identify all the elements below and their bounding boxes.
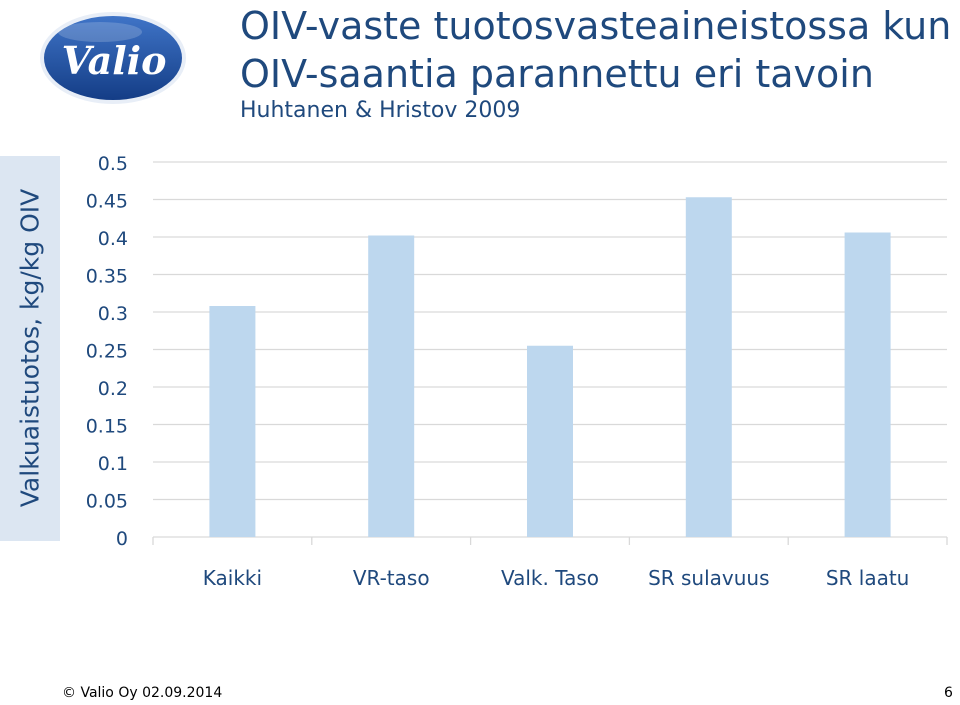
title-line-1: OIV-vaste tuotosvasteaineistossa kun	[240, 4, 952, 48]
y-tick-label: 0.4	[98, 228, 128, 250]
bar	[368, 235, 415, 537]
x-category-label: Kaikki	[203, 566, 262, 590]
y-tick-label: 0.15	[86, 416, 128, 438]
y-tick-label: 0.3	[98, 303, 128, 325]
y-tick-label: 0.2	[98, 378, 128, 400]
y-tick-label: 0.35	[86, 266, 128, 288]
title-line-2: OIV-saantia parannettu eri tavoin	[240, 52, 874, 96]
y-tick-label: 0.05	[86, 491, 128, 513]
bar	[209, 306, 256, 537]
bar	[844, 232, 891, 537]
x-category-label: Valk. Taso	[501, 566, 599, 590]
x-category-label: SR laatu	[826, 566, 910, 590]
page-number: 6	[944, 685, 953, 701]
y-axis-label-box	[0, 156, 60, 541]
y-tick-label: 0	[116, 528, 128, 550]
y-tick-label: 0.1	[98, 453, 128, 475]
svg-text:Valio: Valio	[62, 38, 167, 83]
page-title: OIV-vaste tuotosvasteaineistossa kun OIV…	[240, 2, 952, 98]
y-tick-label: 0.5	[98, 153, 128, 175]
valio-logo: Valio	[38, 10, 188, 106]
bar	[685, 197, 732, 537]
x-category-label: SR sulavuus	[648, 566, 769, 590]
y-tick-label: 0.45	[86, 191, 128, 213]
logo-emblem	[44, 16, 182, 100]
y-tick-label: 0.25	[86, 341, 128, 363]
x-category-label: VR-taso	[353, 566, 430, 590]
bar	[527, 345, 573, 537]
footer-copyright: © Valio Oy 02.09.2014	[62, 685, 223, 701]
page-subtitle: Huhtanen & Hristov 2009	[240, 98, 521, 123]
